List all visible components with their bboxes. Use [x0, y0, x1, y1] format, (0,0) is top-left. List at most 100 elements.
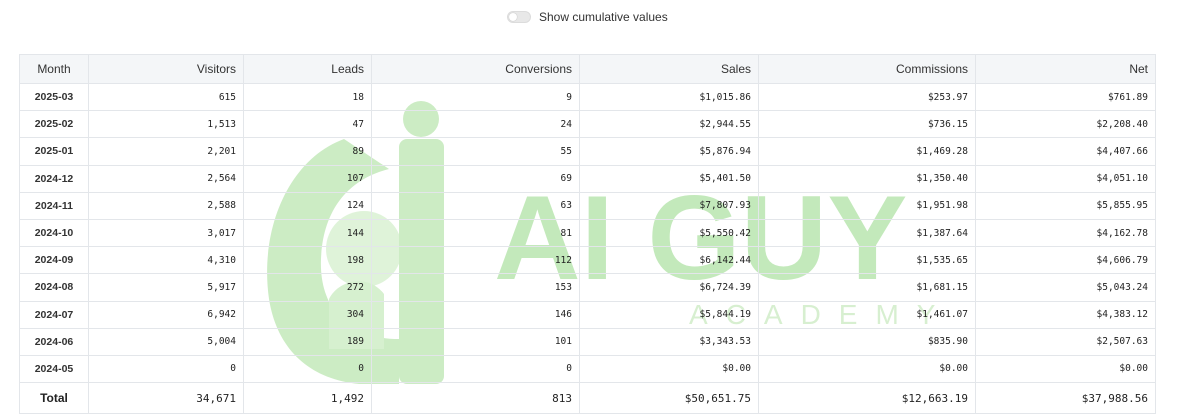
header-net[interactable]: Net — [975, 54, 1156, 84]
total-leads: 1,492 — [243, 382, 372, 415]
cell-visitors: 615 — [88, 82, 244, 112]
cell-commissions: $1,461.07 — [758, 300, 976, 329]
table-row: 2024-05 0 0 0 $0.00 $0.00 $0.00 — [19, 354, 1156, 384]
cell-conversions: 63 — [371, 191, 580, 220]
cell-net: $4,162.78 — [975, 218, 1156, 248]
cell-conversions: 81 — [371, 218, 580, 248]
cell-month: 2024-09 — [19, 246, 89, 275]
table-row: 2025-01 2,201 89 55 $5,876.94 $1,469.28 $4,407… — [19, 137, 1156, 166]
stats-table-container: AI GUY ACADEMY Month Visitors Leads Conv… — [19, 54, 1156, 415]
cell-net: $4,051.10 — [975, 164, 1156, 193]
cell-leads: 198 — [243, 246, 372, 275]
cell-conversions: 101 — [371, 327, 580, 356]
table-row: 2024-12 2,564 107 69 $5,401.50 $1,350.40 $4,05… — [19, 164, 1156, 193]
cell-leads: 304 — [243, 300, 372, 329]
cell-month: 2024-12 — [19, 164, 89, 193]
cell-month: 2025-02 — [19, 110, 89, 139]
cell-net: $761.89 — [975, 82, 1156, 112]
cell-net: $4,606.79 — [975, 246, 1156, 275]
cell-sales: $5,550.42 — [579, 218, 759, 248]
cell-sales: $6,142.44 — [579, 246, 759, 275]
cell-leads: 47 — [243, 110, 372, 139]
table-row: 2025-03 615 18 9 $1,015.86 $253.97 $761.89 — [19, 82, 1156, 112]
total-row: Total 34,671 1,492 813 $50,651.75 $12,66… — [19, 382, 1156, 415]
cell-commissions: $1,350.40 — [758, 164, 976, 193]
cumulative-toggle[interactable] — [507, 11, 531, 23]
cell-leads: 189 — [243, 327, 372, 356]
cell-sales: $5,401.50 — [579, 164, 759, 193]
cell-visitors: 2,588 — [88, 191, 244, 220]
header-visitors[interactable]: Visitors — [88, 54, 244, 84]
cell-commissions: $0.00 — [758, 354, 976, 384]
cell-conversions: 112 — [371, 246, 580, 275]
cell-month: 2025-03 — [19, 82, 89, 112]
cell-leads: 89 — [243, 137, 372, 166]
cell-visitors: 4,310 — [88, 246, 244, 275]
cell-leads: 18 — [243, 82, 372, 112]
cell-conversions: 153 — [371, 273, 580, 302]
cumulative-toggle-label: Show cumulative values — [539, 10, 668, 24]
table-row: 2024-08 5,917 272 153 $6,724.39 $1,681.15 $5,0… — [19, 273, 1156, 302]
cell-leads: 0 — [243, 354, 372, 384]
cell-month: 2025-01 — [19, 137, 89, 166]
header-sales[interactable]: Sales — [579, 54, 759, 84]
cumulative-toggle-row: Show cumulative values — [507, 8, 668, 26]
cell-conversions: 0 — [371, 354, 580, 384]
table-row: 2024-06 5,004 189 101 $3,343.53 $835.90 $2,507… — [19, 327, 1156, 356]
cell-sales: $5,876.94 — [579, 137, 759, 166]
cell-month: 2024-07 — [19, 300, 89, 329]
cell-commissions: $1,535.65 — [758, 246, 976, 275]
cell-commissions: $835.90 — [758, 327, 976, 356]
cell-visitors: 1,513 — [88, 110, 244, 139]
cell-visitors: 6,942 — [88, 300, 244, 329]
header-commissions[interactable]: Commissions — [758, 54, 976, 84]
cell-net: $5,043.24 — [975, 273, 1156, 302]
cell-leads: 107 — [243, 164, 372, 193]
header-leads[interactable]: Leads — [243, 54, 372, 84]
total-commissions: $12,663.19 — [758, 382, 976, 415]
cell-net: $0.00 — [975, 354, 1156, 384]
cell-visitors: 2,201 — [88, 137, 244, 166]
cell-month: 2024-05 — [19, 354, 89, 384]
total-conversions: 813 — [371, 382, 580, 415]
cell-visitors: 3,017 — [88, 218, 244, 248]
total-net: $37,988.56 — [975, 382, 1156, 415]
cell-visitors: 2,564 — [88, 164, 244, 193]
cell-conversions: 146 — [371, 300, 580, 329]
cell-net: $2,507.63 — [975, 327, 1156, 356]
cell-commissions: $253.97 — [758, 82, 976, 112]
table-row: 2024-10 3,017 144 81 $5,550.42 $1,387.64 $4,16… — [19, 218, 1156, 248]
cell-conversions: 24 — [371, 110, 580, 139]
table-header-row: Month Visitors Leads Conversions Sales C… — [19, 54, 1156, 84]
cell-month: 2024-08 — [19, 273, 89, 302]
total-label: Total — [19, 382, 89, 415]
cell-conversions: 69 — [371, 164, 580, 193]
cell-visitors: 0 — [88, 354, 244, 384]
cell-month: 2024-10 — [19, 218, 89, 248]
cell-commissions: $1,681.15 — [758, 273, 976, 302]
table-row: 2025-02 1,513 47 24 $2,944.55 $736.15 $2,208.4… — [19, 110, 1156, 139]
cell-month: 2024-11 — [19, 191, 89, 220]
cell-leads: 272 — [243, 273, 372, 302]
table-row: 2024-09 4,310 198 112 $6,142.44 $1,535.65 $4,6… — [19, 246, 1156, 275]
cell-sales: $7,807.93 — [579, 191, 759, 220]
cell-sales: $2,944.55 — [579, 110, 759, 139]
cell-sales: $6,724.39 — [579, 273, 759, 302]
cell-net: $2,208.40 — [975, 110, 1156, 139]
cell-net: $4,407.66 — [975, 137, 1156, 166]
cell-net: $4,383.12 — [975, 300, 1156, 329]
cell-sales: $1,015.86 — [579, 82, 759, 112]
cell-commissions: $1,387.64 — [758, 218, 976, 248]
header-conversions[interactable]: Conversions — [371, 54, 580, 84]
table-row: 2024-11 2,588 124 63 $7,807.93 $1,951.98 $5,85… — [19, 191, 1156, 220]
total-visitors: 34,671 — [88, 382, 244, 415]
cell-visitors: 5,917 — [88, 273, 244, 302]
cell-sales: $3,343.53 — [579, 327, 759, 356]
cell-visitors: 5,004 — [88, 327, 244, 356]
cell-leads: 144 — [243, 218, 372, 248]
header-month[interactable]: Month — [19, 54, 89, 84]
cell-month: 2024-06 — [19, 327, 89, 356]
cell-commissions: $736.15 — [758, 110, 976, 139]
toggle-knob — [509, 13, 517, 21]
cell-commissions: $1,951.98 — [758, 191, 976, 220]
